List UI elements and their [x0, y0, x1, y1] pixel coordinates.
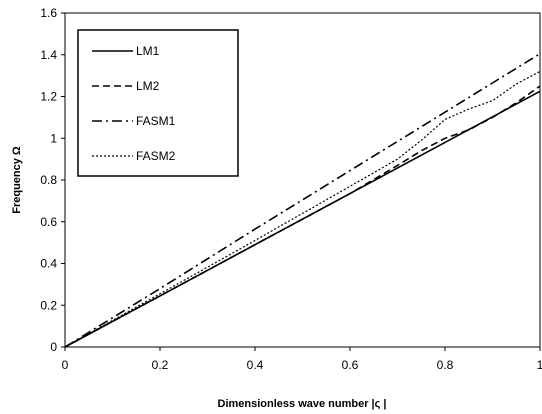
series-line-fasm1	[64, 53, 541, 348]
x-tick-label: 0.6	[342, 358, 359, 372]
legend-label-fasm1: FASM1	[136, 114, 176, 128]
legend-label-fasm2: FASM2	[136, 149, 176, 163]
x-tick-label: 0	[62, 358, 69, 372]
x-axis-title: Dimensionless wave number |ς |	[218, 398, 387, 410]
x-tick-label: 0.2	[152, 358, 169, 372]
y-tick-label: 1.2	[40, 90, 57, 104]
y-tick-label: 1.6	[40, 6, 57, 20]
y-axis-ticks: 0 0.2 0.4 0.6 0.8 1 1.2 1.4 1.6	[40, 6, 65, 354]
legend-label-lm2: LM2	[136, 79, 160, 93]
x-tick-label: 0.4	[247, 358, 264, 372]
series-line-lm2	[64, 85, 541, 348]
legend: LM1 LM2 FASM1 FASM2	[77, 29, 239, 177]
y-tick-label: 0.8	[40, 173, 57, 187]
y-tick-label: 0.6	[40, 215, 57, 229]
legend-label-lm1: LM1	[136, 44, 160, 58]
x-axis-ticks: 0 0.2 0.4 0.6 0.8 1	[62, 347, 542, 372]
series-layer	[64, 53, 541, 348]
y-tick-label: 1.4	[40, 48, 57, 62]
series-line-fasm2	[64, 70, 541, 348]
y-tick-label: 0.2	[40, 298, 57, 312]
x-tick-label: 1	[537, 358, 542, 372]
y-axis-title: Frequency Ω	[11, 146, 23, 214]
y-tick-label: 1	[50, 131, 57, 145]
x-tick-label: 0.8	[437, 358, 454, 372]
y-tick-label: 0.4	[40, 257, 57, 271]
legend-box	[77, 29, 239, 177]
legend-items: LM1 LM2 FASM1 FASM2	[92, 44, 176, 163]
y-tick-label: 0	[50, 340, 57, 354]
